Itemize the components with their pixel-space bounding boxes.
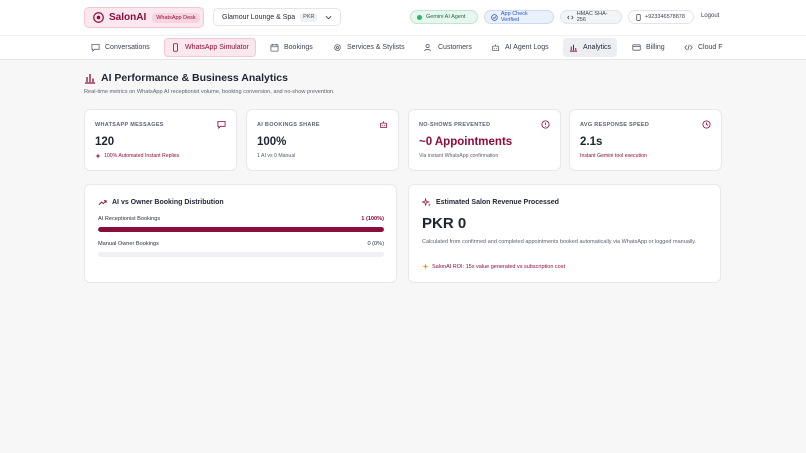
message-icon xyxy=(217,120,226,129)
tab-label: Services & Stylists xyxy=(347,44,405,51)
stat-note-text: Instant Gemini tool execution xyxy=(580,153,647,159)
stat-card-whatsapp-messages: WHATSAPP MESSAGES 120 100% Automated Ins… xyxy=(84,109,237,171)
tab-services-stylists[interactable]: Services & Stylists xyxy=(327,38,411,57)
revenue-panel: Estimated Salon Revenue Processed PKR 0 … xyxy=(408,184,721,283)
robot-icon xyxy=(379,121,388,129)
progress-fill xyxy=(98,227,384,232)
bar-value: 0 (0%) xyxy=(367,241,384,247)
stat-value: 2.1s xyxy=(580,136,603,148)
stat-label: AVG RESPONSE SPEED xyxy=(580,122,650,128)
tab-label: Analytics xyxy=(583,44,612,51)
bar-chart-icon xyxy=(569,44,578,52)
panel-title-text: AI vs Owner Booking Distribution xyxy=(112,199,224,206)
stat-label: WHATSAPP MESSAGES xyxy=(95,122,164,128)
tab-label: AI Agent Logs xyxy=(505,44,549,51)
chat-icon xyxy=(91,43,100,52)
tab-label: Cloud F xyxy=(698,44,723,51)
panel-title: Estimated Salon Revenue Processed xyxy=(422,198,559,207)
trending-up-icon xyxy=(98,200,107,206)
stat-card-no-shows-prevented: NO-SHOWS PREVENTED ~0 Appointments Via i… xyxy=(408,109,561,171)
stat-note-text: Via instant WhatsApp confirmation xyxy=(419,153,499,159)
tab-customers[interactable]: Customers xyxy=(418,38,478,57)
hmac-label: HMAC SHA-256 xyxy=(576,11,608,23)
panel-title-text: Estimated Salon Revenue Processed xyxy=(436,199,559,206)
clock-icon xyxy=(702,120,711,129)
logout-button[interactable]: Logout xyxy=(701,13,720,19)
tab-bookings[interactable]: Bookings xyxy=(264,38,319,57)
tab-billing[interactable]: Billing xyxy=(626,38,671,57)
page-subtitle: Real-time metrics on WhatsApp AI recepti… xyxy=(84,89,335,95)
stat-note: Via instant WhatsApp confirmation xyxy=(419,153,498,159)
salon-logo-icon xyxy=(93,12,104,23)
gear-icon xyxy=(334,44,341,51)
alert-icon xyxy=(541,120,550,129)
code-icon xyxy=(684,44,693,51)
stat-note: 1 AI vs 0 Manual xyxy=(257,153,295,159)
bar-chart-icon xyxy=(85,74,95,84)
phone-icon xyxy=(173,43,178,52)
ai-agent-label: Gemini AI Agent xyxy=(426,14,466,20)
tab-label: WhatsApp Simulator xyxy=(185,44,249,51)
stat-card-avg-response-speed: AVG RESPONSE SPEED 2.1s Instant Gemini t… xyxy=(569,109,722,171)
bar-label: Manual Owner Bookings xyxy=(98,241,159,247)
brand-name: SalonAI xyxy=(109,12,147,23)
top-header: SalonAI WhatsApp Desk Glamour Lounge & S… xyxy=(0,0,806,35)
calendar-icon xyxy=(270,43,279,52)
booking-distribution-panel: AI vs Owner Booking Distribution AI Rece… xyxy=(84,184,397,283)
progress-track xyxy=(98,252,384,257)
brand-badge[interactable]: SalonAI WhatsApp Desk xyxy=(84,7,204,28)
stat-card-ai-bookings-share: AI BOOKINGS SHARE 100% 1 AI vs 0 Manual xyxy=(246,109,399,171)
credit-card-icon xyxy=(632,44,641,51)
chevron-down-icon xyxy=(325,15,332,20)
users-icon xyxy=(424,43,431,52)
revenue-amount: PKR 0 xyxy=(422,215,467,232)
sparkle-icon xyxy=(422,263,429,270)
stat-value: 120 xyxy=(95,136,115,148)
check-circle-icon xyxy=(491,13,498,21)
ai-agent-status-badge: Gemini AI Agent xyxy=(410,10,478,24)
panel-title: AI vs Owner Booking Distribution xyxy=(98,198,224,207)
roi-text: SalonAI ROI: 15x value generated vs subs… xyxy=(432,263,565,270)
progress-track xyxy=(98,227,384,232)
brand-tag: WhatsApp Desk xyxy=(152,12,200,23)
currency-badge: PKR xyxy=(300,12,318,22)
salon-name: Glamour Lounge & Spa xyxy=(222,13,296,21)
phone-number-badge: +923346578878 xyxy=(628,10,694,24)
tab-whatsapp-simulator[interactable]: WhatsApp Simulator xyxy=(164,38,256,57)
stat-note: Instant Gemini tool execution xyxy=(580,153,647,159)
tab-analytics[interactable]: Analytics xyxy=(563,38,618,57)
app-check-badge: App Check Verified xyxy=(484,10,554,24)
tab-ai-agent-logs[interactable]: AI Agent Logs xyxy=(485,38,555,57)
revenue-description: Calculated from confirmed and completed … xyxy=(422,239,697,245)
tab-label: Billing xyxy=(646,44,665,51)
tab-conversations[interactable]: Conversations xyxy=(85,38,156,57)
sparkle-icon xyxy=(95,153,101,159)
phone-number: +923346578878 xyxy=(645,14,685,20)
stat-value: ~0 Appointments xyxy=(419,136,513,148)
page-heading: AI Performance & Business Analytics xyxy=(84,72,288,84)
bar-value: 1 (100%) xyxy=(361,216,384,222)
bar-label: AI Receptionist Bookings xyxy=(98,216,161,222)
app-check-label: App Check Verified xyxy=(500,11,528,23)
robot-icon xyxy=(491,44,500,52)
stat-label: NO-SHOWS PREVENTED xyxy=(419,122,491,128)
tab-label: Bookings xyxy=(284,44,313,51)
code-icon xyxy=(567,15,574,19)
sparkles-icon xyxy=(422,198,431,207)
stat-note: 100% Automated Instant Replies xyxy=(95,153,179,159)
stat-note-text: 1 AI vs 0 Manual xyxy=(257,153,296,159)
salon-selector[interactable]: Glamour Lounge & Spa PKR xyxy=(213,8,341,26)
roi-note: SalonAI ROI: 15x value generated vs subs… xyxy=(422,263,565,270)
tab-cloud-functions[interactable]: Cloud F xyxy=(678,38,729,57)
phone-icon xyxy=(636,13,641,21)
page-title: AI Performance & Business Analytics xyxy=(101,72,288,84)
main-nav: Conversations WhatsApp Simulator Booking… xyxy=(0,35,806,60)
tab-label: Conversations xyxy=(105,44,150,51)
status-dot-icon xyxy=(417,14,422,20)
tab-label: Customers xyxy=(438,44,472,51)
hmac-badge: HMAC SHA-256 xyxy=(560,10,622,24)
stat-value: 100% xyxy=(257,136,287,148)
stat-note-text: 100% Automated Instant Replies xyxy=(104,153,180,159)
stat-label: AI BOOKINGS SHARE xyxy=(257,122,320,128)
